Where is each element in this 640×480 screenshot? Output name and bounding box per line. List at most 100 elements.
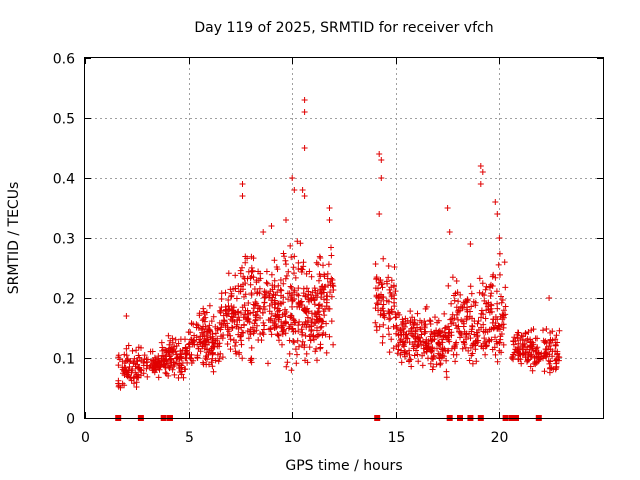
data-point [529, 367, 536, 374]
data-point [530, 326, 537, 333]
data-point [314, 357, 320, 364]
data-point [388, 306, 395, 313]
data-point [194, 322, 201, 329]
data-point [240, 329, 247, 336]
data-point [209, 363, 216, 370]
data-point [526, 349, 533, 356]
data-point [487, 293, 494, 299]
data-point [437, 341, 444, 348]
data-point [482, 286, 489, 293]
data-point [144, 373, 151, 380]
data-point [376, 151, 383, 157]
data-point [238, 324, 245, 331]
data-point [135, 371, 142, 378]
data-point [219, 335, 226, 342]
data-point [129, 347, 136, 354]
data-point [446, 338, 453, 345]
data-point [307, 292, 314, 299]
data-point [408, 363, 415, 370]
data-point [239, 355, 246, 362]
data-point [431, 336, 438, 343]
data-point [295, 300, 302, 307]
data-point [448, 300, 455, 307]
data-point [158, 355, 165, 362]
data-point [218, 290, 225, 297]
data-point [298, 298, 305, 305]
data-point [239, 181, 246, 187]
data-point [166, 353, 173, 360]
data-point [385, 274, 392, 281]
data-point [274, 266, 281, 273]
data-point [515, 346, 522, 353]
data-point [400, 320, 407, 327]
data-point [196, 312, 203, 319]
data-point [166, 341, 173, 348]
data-point [283, 363, 290, 370]
data-point [252, 302, 259, 309]
data-point [488, 336, 495, 343]
data-point [528, 353, 535, 360]
data-point [414, 334, 421, 341]
data-point [301, 145, 308, 151]
data-point [482, 343, 489, 350]
data-point [133, 347, 140, 354]
data-point [303, 285, 310, 292]
data-point [534, 335, 541, 342]
data-point [518, 360, 525, 367]
data-point [283, 217, 289, 223]
data-point [122, 364, 129, 371]
data-point [457, 334, 463, 341]
data-point [311, 285, 318, 292]
data-point [159, 352, 166, 359]
data-point [218, 304, 225, 311]
data-point [467, 335, 474, 342]
data-point [380, 255, 387, 262]
data-point [447, 316, 454, 323]
y-tick-label: 0.6 [53, 52, 75, 68]
data-point [298, 326, 305, 333]
data-point [308, 273, 315, 280]
data-point [494, 211, 501, 217]
data-point [169, 366, 176, 373]
data-point [412, 339, 419, 346]
data-point [473, 337, 480, 344]
data-point [300, 263, 307, 270]
data-point [492, 351, 499, 358]
data-point [482, 339, 489, 345]
data-point [224, 332, 231, 338]
data-point [556, 327, 563, 334]
data-point [494, 300, 501, 307]
data-point [297, 240, 304, 247]
data-point [451, 297, 458, 304]
data-point [478, 324, 485, 331]
data-point [253, 311, 260, 318]
data-point [455, 307, 462, 314]
data-point [410, 345, 417, 352]
data-point [274, 308, 281, 315]
data-point [290, 338, 297, 345]
data-point [138, 372, 144, 379]
data-point [422, 305, 429, 312]
data-point [259, 329, 266, 336]
data-point [328, 318, 335, 325]
data-point [495, 323, 502, 330]
data-point [486, 309, 493, 316]
data-point [203, 361, 210, 368]
data-point [494, 340, 501, 347]
data-point [269, 286, 276, 293]
data-point [482, 351, 489, 358]
data-point [490, 316, 497, 323]
data-point [202, 355, 209, 362]
data-point [379, 333, 386, 340]
data-point [277, 286, 284, 293]
data-point [378, 157, 385, 163]
data-point [234, 316, 241, 323]
data-point [187, 355, 194, 361]
data-point [388, 293, 395, 300]
data-point [428, 328, 435, 335]
data-point [424, 346, 430, 353]
data-point [124, 373, 131, 380]
data-point [280, 250, 287, 257]
data-point [295, 285, 302, 292]
data-point [482, 315, 489, 322]
